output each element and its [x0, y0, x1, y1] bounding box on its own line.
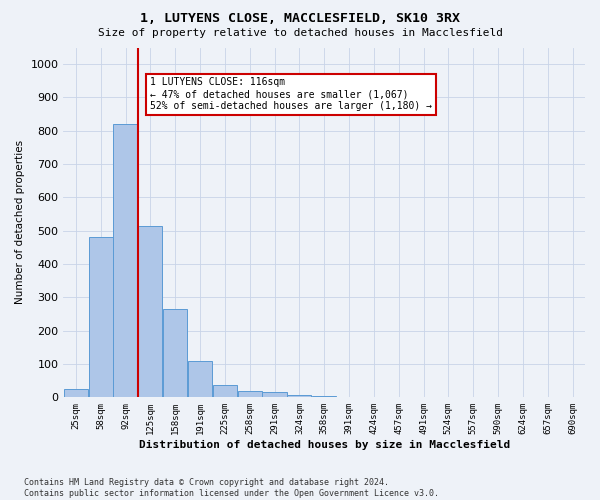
Bar — [188, 360, 212, 398]
Bar — [238, 390, 262, 398]
Bar — [213, 385, 237, 398]
Bar — [64, 389, 88, 398]
Text: Contains HM Land Registry data © Crown copyright and database right 2024.
Contai: Contains HM Land Registry data © Crown c… — [24, 478, 439, 498]
Bar — [312, 396, 336, 398]
Bar — [163, 309, 187, 398]
X-axis label: Distribution of detached houses by size in Macclesfield: Distribution of detached houses by size … — [139, 440, 510, 450]
Bar — [113, 124, 137, 398]
Bar — [89, 238, 113, 398]
Text: 1, LUTYENS CLOSE, MACCLESFIELD, SK10 3RX: 1, LUTYENS CLOSE, MACCLESFIELD, SK10 3RX — [140, 12, 460, 26]
Bar — [262, 392, 287, 398]
Text: 1 LUTYENS CLOSE: 116sqm
← 47% of detached houses are smaller (1,067)
52% of semi: 1 LUTYENS CLOSE: 116sqm ← 47% of detache… — [151, 78, 433, 110]
Text: Size of property relative to detached houses in Macclesfield: Size of property relative to detached ho… — [97, 28, 503, 38]
Bar — [139, 226, 163, 398]
Bar — [287, 394, 311, 398]
Y-axis label: Number of detached properties: Number of detached properties — [15, 140, 25, 304]
